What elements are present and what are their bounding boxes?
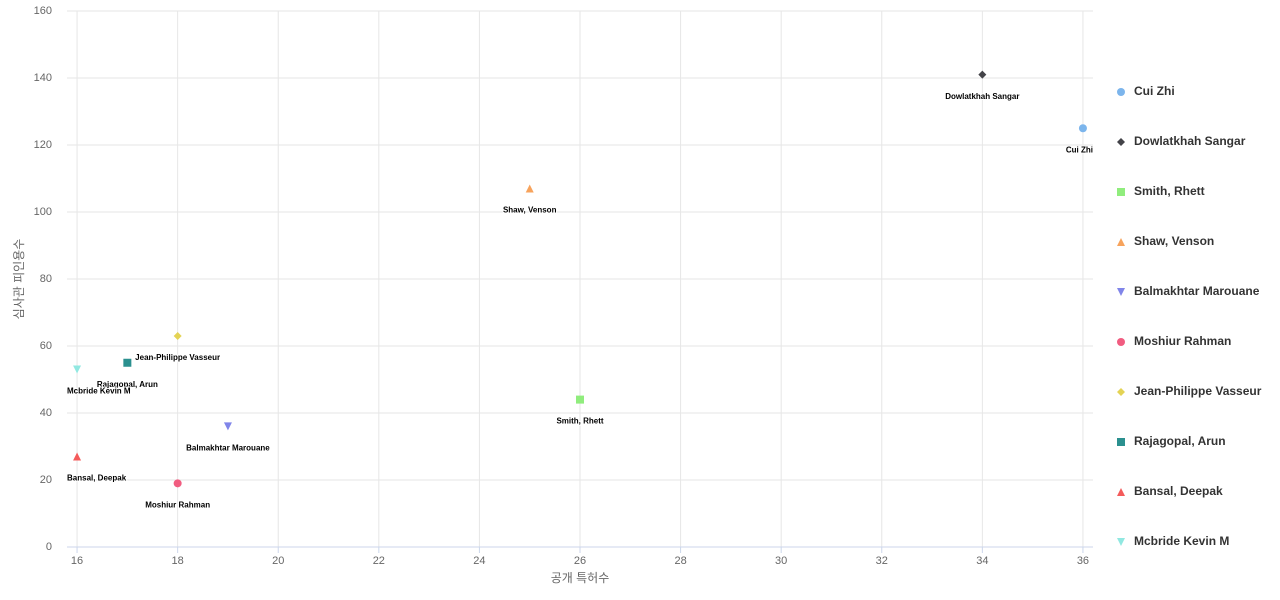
legend-item[interactable]: Dowlatkhah Sangar: [1134, 134, 1246, 148]
legend-symbol: [1117, 288, 1125, 296]
x-tick-label: 20: [272, 555, 284, 567]
x-tick-label: 32: [876, 555, 888, 567]
y-tick-label: 80: [40, 273, 52, 285]
legend-symbol: [1117, 488, 1125, 496]
legend-symbol: [1117, 438, 1125, 446]
legend-symbol: [1117, 388, 1125, 396]
legend-item[interactable]: Mcbride Kevin M: [1134, 534, 1229, 548]
legend-symbol: [1117, 138, 1125, 146]
x-axis-title: 공개 특허수: [551, 571, 610, 585]
data-label: Moshiur Rahman: [145, 500, 210, 509]
data-label: Dowlatkhah Sangar: [945, 92, 1019, 101]
y-axis-title: 심사관 피인용수: [12, 239, 26, 320]
legend-item[interactable]: Shaw, Venson: [1134, 234, 1214, 248]
data-label: Smith, Rhett: [556, 417, 603, 426]
point: [576, 395, 584, 404]
data-label: Cui Zhi: [1066, 145, 1093, 154]
y-tick-label: 120: [34, 139, 52, 151]
data-label: Mcbride Kevin M: [67, 387, 131, 396]
legend-item[interactable]: Bansal, Deepak: [1134, 484, 1223, 498]
y-tick-label: 20: [40, 474, 52, 486]
point: [73, 452, 82, 461]
x-tick-label: 26: [574, 555, 586, 567]
point: [1078, 124, 1087, 133]
x-tick-label: 28: [674, 555, 686, 567]
legend-symbol: [1117, 188, 1125, 196]
x-tick-label: 16: [71, 555, 83, 567]
x-tick-label: 36: [1077, 555, 1089, 567]
legend-item[interactable]: Rajagopal, Arun: [1134, 434, 1226, 448]
legend-item[interactable]: Cui Zhi: [1134, 84, 1175, 98]
legend-item[interactable]: Smith, Rhett: [1134, 184, 1205, 198]
x-tick-label: 30: [775, 555, 787, 567]
y-tick-label: 140: [34, 72, 52, 84]
data-label: Shaw, Venson: [503, 206, 557, 215]
legend-symbol: [1117, 88, 1125, 96]
legend-item[interactable]: Moshiur Rahman: [1134, 334, 1231, 348]
y-tick-label: 160: [34, 5, 52, 17]
legend-item[interactable]: Jean-Philippe Vasseur: [1134, 384, 1262, 398]
legend-item[interactable]: Balmakhtar Marouane: [1134, 284, 1260, 298]
legend-symbol: [1117, 238, 1125, 246]
legend-symbol: [1117, 338, 1125, 346]
point: [525, 184, 534, 193]
x-tick-label: 18: [172, 555, 184, 567]
point: [978, 70, 987, 79]
y-tick-label: 60: [40, 340, 52, 352]
data-label: Jean-Philippe Vasseur: [135, 353, 220, 362]
x-tick-label: 34: [976, 555, 988, 567]
legend-symbol: [1117, 538, 1125, 546]
point: [173, 331, 182, 340]
point: [123, 358, 132, 367]
data-label: Bansal, Deepak: [67, 474, 127, 483]
point: [73, 365, 82, 374]
x-tick-label: 22: [373, 555, 385, 567]
y-tick-label: 0: [46, 541, 52, 553]
x-tick-label: 24: [473, 555, 485, 567]
data-label: Balmakhtar Marouane: [186, 444, 270, 453]
point: [173, 479, 182, 488]
point: [223, 422, 232, 431]
y-tick-label: 100: [34, 206, 52, 218]
y-tick-label: 40: [40, 407, 52, 419]
data-label: Rajagopal, Arun: [97, 380, 158, 389]
